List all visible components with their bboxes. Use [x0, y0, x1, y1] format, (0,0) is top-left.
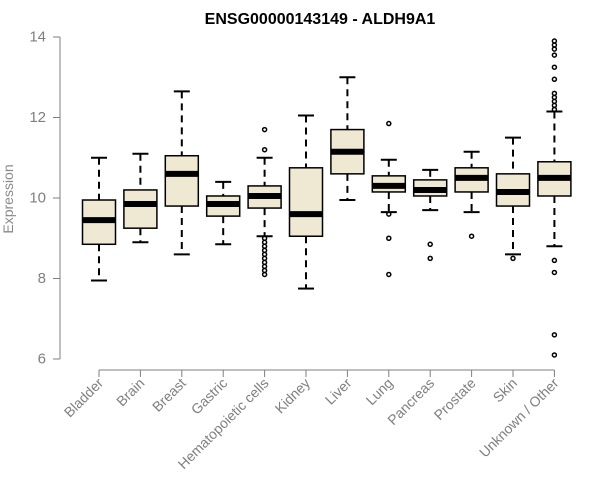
x-tick-label: Brain — [113, 375, 147, 409]
box-group — [371, 120, 407, 278]
x-tick-label: Skin — [490, 375, 521, 406]
outlier-point — [468, 233, 475, 239]
x-tick-label: Liver — [322, 375, 355, 408]
y-tick-label: 8 — [38, 270, 46, 287]
y-tick-label: 10 — [29, 190, 46, 207]
x-tick-label: Breast — [149, 375, 189, 415]
box-group — [454, 150, 489, 239]
outlier-point — [551, 352, 558, 358]
box — [288, 167, 324, 237]
box-group — [537, 38, 572, 358]
chart-title: ENSG00000143149 - ALDH9A1 — [205, 11, 436, 28]
box-group — [412, 168, 448, 262]
outlier-point — [386, 120, 392, 127]
y-tick-label: 14 — [29, 29, 46, 46]
outlier-point — [551, 46, 558, 52]
outlier-point — [386, 271, 392, 278]
box-group — [495, 136, 531, 262]
outlier-point — [427, 255, 433, 262]
x-tick-label: Prostate — [431, 375, 479, 423]
box-group — [123, 152, 158, 244]
box-group — [288, 114, 324, 290]
outlier-point — [510, 255, 516, 262]
box-group — [164, 90, 200, 256]
outlier-point — [386, 235, 392, 241]
outlier-point — [551, 76, 558, 83]
outlier-point — [551, 106, 558, 113]
boxes-layer — [81, 38, 572, 358]
y-axis-label: Expression — [0, 164, 16, 233]
x-tick-label: Lung — [363, 375, 396, 408]
outlier-point — [551, 269, 558, 276]
outlier-point — [551, 64, 558, 70]
box-group — [205, 180, 241, 246]
y-tick-label: 12 — [29, 109, 46, 126]
box — [164, 154, 200, 207]
outlier-point — [551, 257, 558, 264]
x-tick-label: Kidney — [272, 375, 314, 417]
y-tick-label: 6 — [38, 351, 46, 368]
outlier-point — [261, 146, 268, 153]
x-tick-label: Unknown / Other — [476, 375, 562, 461]
outlier-point — [551, 52, 558, 58]
box-group — [81, 156, 117, 282]
box-group — [330, 76, 365, 202]
y-axis: 6 8 10 12 14 — [29, 29, 61, 368]
outlier-point — [261, 126, 268, 133]
box-group — [247, 126, 282, 278]
outlier-point — [427, 241, 433, 248]
x-tick-label: Bladder — [61, 375, 107, 421]
outlier-point — [386, 211, 392, 217]
box — [123, 189, 158, 229]
outlier-point — [551, 332, 558, 338]
outlier-point — [261, 271, 268, 278]
